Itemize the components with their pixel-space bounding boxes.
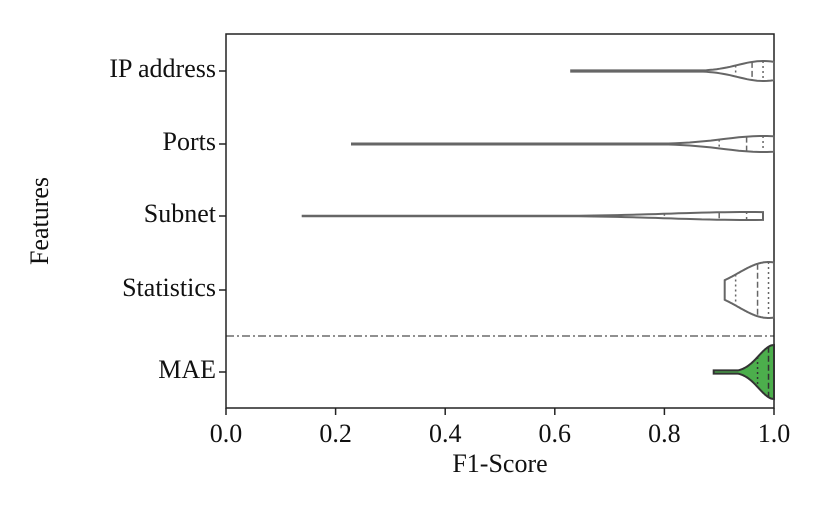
- violin: [301, 211, 764, 221]
- y-tick-label: Ports: [163, 127, 216, 156]
- y-tick-label: MAE: [158, 355, 216, 384]
- y-axis-label: Features: [25, 177, 54, 265]
- x-tick-label: 0.0: [210, 419, 243, 448]
- x-tick-label: 0.2: [319, 419, 352, 448]
- violin: [723, 261, 775, 319]
- x-tick-label: 0.4: [429, 419, 462, 448]
- x-tick-label: 1.0: [758, 419, 791, 448]
- y-tick-label: IP address: [109, 54, 216, 83]
- violin: [570, 59, 775, 83]
- y-tick-label: Statistics: [122, 273, 216, 302]
- violin: [351, 135, 775, 153]
- x-tick-label: 0.6: [539, 419, 572, 448]
- y-tick-label: Subnet: [144, 199, 217, 228]
- x-axis-label: F1-Score: [452, 449, 547, 478]
- x-tick-label: 0.8: [648, 419, 681, 448]
- violin: [712, 343, 775, 401]
- plot-frame: [225, 33, 775, 409]
